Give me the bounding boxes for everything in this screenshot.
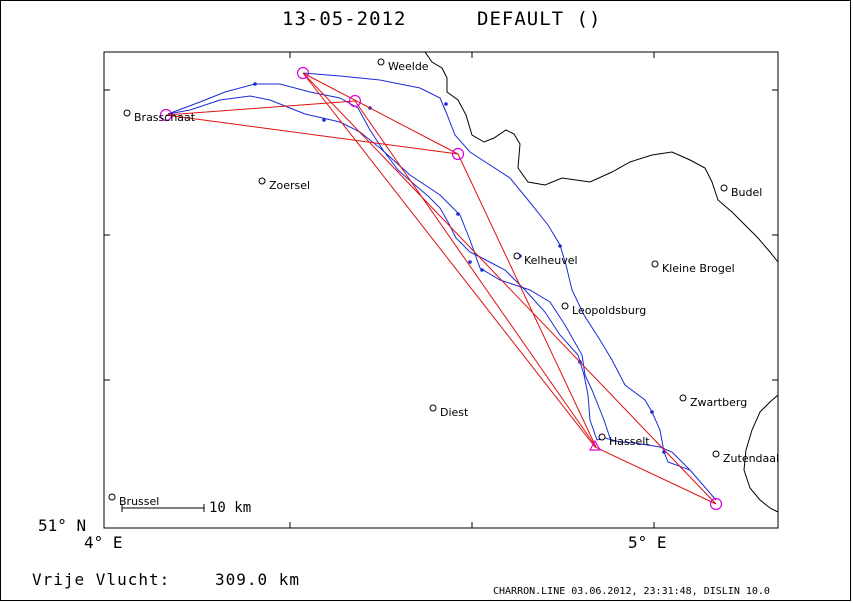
place-zwartberg: Zwartberg — [679, 394, 747, 409]
place-marker-icon — [720, 184, 728, 192]
place-label: Kleine Brogel — [662, 262, 735, 275]
place-label: Zutendaal — [723, 452, 779, 465]
axis-ticks — [104, 52, 778, 528]
task-leg-route — [165, 72, 717, 505]
plot-frame — [103, 51, 779, 529]
place-label: Zwartberg — [690, 396, 747, 409]
nl-be-border-north — [424, 51, 779, 263]
place-zoersel: Zoersel — [258, 177, 310, 192]
scale-bar — [121, 504, 205, 512]
place-label: Kelheuvel — [524, 254, 578, 267]
place-marker-icon — [108, 493, 116, 501]
place-label: Weelde — [388, 60, 429, 73]
place-kleine-brogel: Kleine Brogel — [651, 260, 735, 275]
place-budel: Budel — [720, 184, 762, 199]
place-marker-icon — [513, 252, 521, 260]
border-lines — [424, 51, 779, 513]
start-triangle-icon — [588, 439, 602, 451]
place-label: Leopoldsburg — [572, 304, 646, 317]
place-label: Zoersel — [269, 179, 310, 192]
place-marker-icon — [598, 433, 606, 441]
place-label: Brasschaat — [134, 111, 196, 124]
place-marker-icon — [561, 302, 569, 310]
place-marker-icon — [429, 404, 437, 412]
places-layer: Weelde Brasschaat Zoersel Budel Kelheuvel Kle… — [108, 58, 779, 508]
place-diest: Diest — [429, 404, 469, 419]
place-zutendaal: Zutendaal — [712, 450, 779, 465]
task-legs — [165, 72, 717, 505]
distance-label: Vrije Vlucht: — [32, 570, 171, 589]
place-marker-icon — [712, 450, 720, 458]
place-label: Diest — [440, 406, 469, 419]
longitude-label-right: 5° E — [628, 533, 667, 552]
place-kelheuvel: Kelheuvel — [513, 252, 578, 267]
flight-date: 13-05-2012 — [282, 8, 407, 30]
place-label: Budel — [731, 186, 762, 199]
place-marker-icon — [123, 109, 131, 117]
nl-be-border-east — [743, 394, 779, 513]
place-label: Hasselt — [609, 435, 650, 448]
credit-line: CHARRON.LINE 03.06.2012, 23:31:48, DISLI… — [493, 586, 770, 597]
place-brussel: Brussel — [108, 493, 159, 508]
track-markers — [253, 82, 666, 454]
place-label: Brussel — [119, 495, 159, 508]
flight-name: DEFAULT () — [477, 8, 602, 30]
place-weelde: Weelde — [377, 58, 429, 73]
place-marker-icon — [651, 260, 659, 268]
flight-track — [167, 72, 717, 501]
place-hasselt: Hasselt — [598, 433, 650, 448]
place-marker-icon — [258, 177, 266, 185]
distance-value: 309.0 km — [215, 570, 301, 589]
turnpoints — [159, 66, 723, 511]
place-marker-icon — [679, 394, 687, 402]
place-leopoldsburg: Leopoldsburg — [561, 302, 646, 317]
place-brasschaat: Brasschaat — [123, 109, 196, 124]
longitude-label-left: 4° E — [84, 533, 123, 552]
place-marker-icon — [377, 58, 385, 66]
latitude-label: 51° N — [38, 516, 87, 535]
scale-bar-label: 10 km — [209, 500, 252, 516]
